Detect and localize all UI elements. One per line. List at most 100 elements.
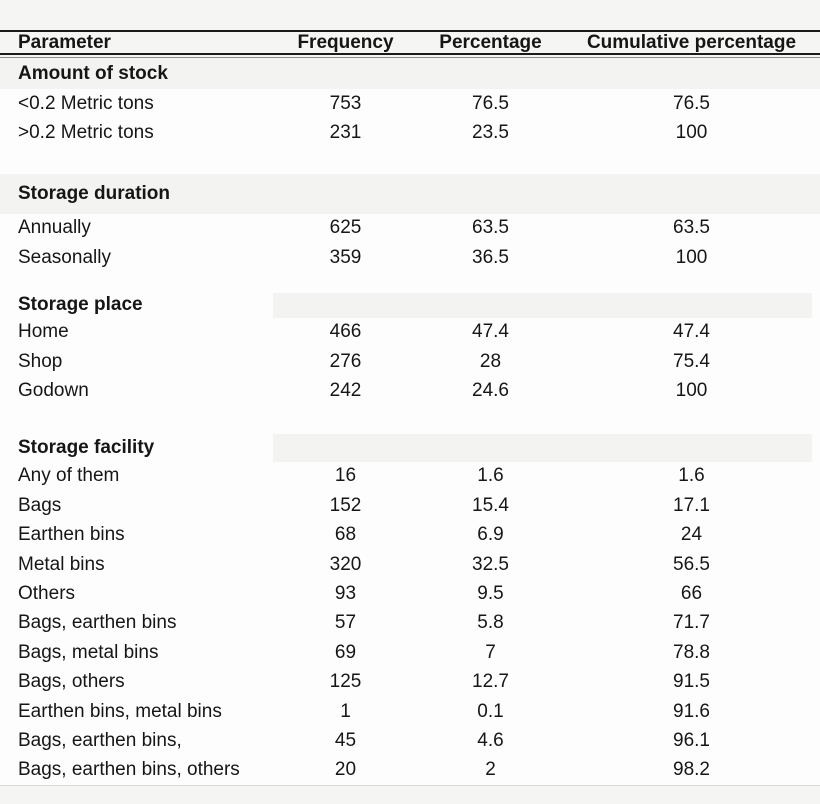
table-row: Home 466 47.4 47.4 bbox=[0, 317, 820, 347]
frequency-cell: 68 bbox=[334, 524, 357, 546]
table-row: >0.2 Metric tons 231 23.5 100 bbox=[0, 118, 820, 148]
percentage-cell: 32.5 bbox=[472, 553, 509, 575]
param-cell: Bags, earthen bins, others bbox=[18, 759, 240, 781]
param-cell: Bags, others bbox=[18, 671, 125, 693]
column-header-parameter: Parameter bbox=[18, 32, 111, 53]
percentage-cell: 6.9 bbox=[477, 524, 504, 546]
cumulative-cell: 100 bbox=[675, 380, 708, 402]
table-row: Metal bins 320 32.5 56.5 bbox=[0, 549, 820, 580]
section-spacer bbox=[0, 405, 820, 434]
column-header-cumulative-percentage: Cumulative percentage bbox=[586, 32, 797, 53]
frequency-cell: 466 bbox=[329, 321, 362, 343]
percentage-cell: 24.6 bbox=[472, 380, 509, 402]
param-cell: Godown bbox=[18, 380, 89, 402]
frequency-cell: 57 bbox=[334, 612, 357, 634]
page-top-margin bbox=[0, 0, 820, 30]
param-cell: Bags, earthen bins bbox=[18, 612, 177, 634]
table-row: Earthen bins, metal bins 1 0.1 91.6 bbox=[0, 696, 820, 727]
cumulative-cell: 1.6 bbox=[678, 465, 705, 487]
table-row: Bags, earthen bins, 45 4.6 96.1 bbox=[0, 726, 820, 756]
param-cell: Bags, metal bins bbox=[18, 641, 159, 663]
param-cell: <0.2 Metric tons bbox=[18, 92, 154, 114]
cumulative-cell: 24 bbox=[680, 524, 703, 546]
section-spacer bbox=[0, 272, 820, 293]
frequency-cell: 359 bbox=[329, 246, 362, 268]
header-rule-thin bbox=[0, 57, 820, 58]
percentage-cell: 9.5 bbox=[477, 582, 504, 604]
frequency-cell: 45 bbox=[334, 729, 357, 751]
cumulative-cell: 66 bbox=[680, 582, 703, 604]
section-title: Storage facility bbox=[18, 436, 155, 458]
cumulative-cell: 100 bbox=[675, 246, 708, 268]
param-cell: Earthen bins, metal bins bbox=[18, 700, 222, 722]
cumulative-cell: 17.1 bbox=[673, 494, 710, 516]
param-cell: Bags, earthen bins, bbox=[18, 729, 182, 751]
table-row: Bags, earthen bins 57 5.8 71.7 bbox=[0, 608, 820, 639]
column-header-percentage: Percentage bbox=[439, 32, 542, 53]
percentage-cell: 76.5 bbox=[472, 92, 509, 114]
table-header-row: Parameter Frequency Percentage Cumulativ… bbox=[0, 30, 820, 55]
param-cell: Home bbox=[18, 321, 69, 343]
percentage-cell: 7 bbox=[485, 641, 496, 663]
section-header-storage-duration: Storage duration bbox=[0, 173, 820, 214]
cumulative-cell: 56.5 bbox=[673, 553, 710, 575]
table-row: Bags, metal bins 69 7 78.8 bbox=[0, 638, 820, 668]
section-header-storage-place: Storage place bbox=[0, 292, 820, 318]
percentage-cell: 2 bbox=[485, 759, 496, 781]
param-cell: Shop bbox=[18, 350, 63, 372]
cumulative-cell: 75.4 bbox=[673, 350, 710, 372]
frequency-cell: 320 bbox=[329, 553, 362, 575]
percentage-cell: 1.6 bbox=[477, 465, 504, 487]
cumulative-cell: 47.4 bbox=[673, 321, 710, 343]
frequency-cell: 69 bbox=[334, 641, 357, 663]
frequency-cell: 231 bbox=[329, 122, 362, 144]
section-header-storage-facility: Storage facility bbox=[0, 433, 820, 462]
param-cell: Others bbox=[18, 582, 76, 604]
frequency-cell: 16 bbox=[334, 465, 357, 487]
param-cell: >0.2 Metric tons bbox=[18, 122, 154, 144]
column-header-frequency: Frequency bbox=[297, 32, 394, 53]
cumulative-cell: 76.5 bbox=[673, 92, 710, 114]
percentage-cell: 63.5 bbox=[472, 217, 509, 239]
table-row: <0.2 Metric tons 753 76.5 76.5 bbox=[0, 89, 820, 119]
cumulative-cell: 96.1 bbox=[673, 729, 710, 751]
frequency-cell: 152 bbox=[329, 494, 362, 516]
percentage-cell: 4.6 bbox=[477, 729, 504, 751]
param-cell: Seasonally bbox=[18, 246, 111, 268]
table-row: Earthen bins 68 6.9 24 bbox=[0, 520, 820, 550]
table-row: Godown 242 24.6 100 bbox=[0, 376, 820, 406]
frequency-cell: 20 bbox=[334, 759, 357, 781]
page-bottom-margin bbox=[0, 785, 820, 804]
section-title: Storage place bbox=[18, 294, 143, 316]
param-cell: Annually bbox=[18, 217, 91, 239]
table-row: Seasonally 359 36.5 100 bbox=[0, 243, 820, 273]
section-spacer bbox=[0, 147, 820, 174]
percentage-cell: 12.7 bbox=[472, 671, 509, 693]
table-row: Shop 276 28 75.4 bbox=[0, 346, 820, 377]
table-row: Bags, others 125 12.7 91.5 bbox=[0, 667, 820, 697]
cumulative-cell: 91.6 bbox=[673, 700, 710, 722]
frequency-cell: 242 bbox=[329, 380, 362, 402]
cumulative-cell: 63.5 bbox=[673, 217, 710, 239]
table-row: Bags, earthen bins, others 20 2 98.2 bbox=[0, 755, 820, 786]
table-row: Annually 625 63.5 63.5 bbox=[0, 213, 820, 244]
percentage-cell: 47.4 bbox=[472, 321, 509, 343]
frequency-cell: 93 bbox=[334, 582, 357, 604]
frequency-cell: 125 bbox=[329, 671, 362, 693]
cumulative-cell: 91.5 bbox=[673, 671, 710, 693]
table-row: Any of them 16 1.6 1.6 bbox=[0, 461, 820, 492]
percentage-cell: 15.4 bbox=[472, 494, 509, 516]
percentage-cell: 0.1 bbox=[477, 700, 504, 722]
cumulative-cell: 100 bbox=[675, 122, 708, 144]
section-title: Storage duration bbox=[18, 182, 171, 204]
param-cell: Bags bbox=[18, 494, 62, 516]
param-cell: Any of them bbox=[18, 465, 120, 487]
frequency-cell: 753 bbox=[329, 92, 362, 114]
percentage-cell: 28 bbox=[479, 350, 502, 372]
percentage-cell: 23.5 bbox=[472, 122, 509, 144]
param-cell: Earthen bins bbox=[18, 524, 125, 546]
frequency-cell: 1 bbox=[340, 700, 351, 722]
percentage-cell: 5.8 bbox=[477, 612, 504, 634]
frequency-cell: 276 bbox=[329, 350, 362, 372]
